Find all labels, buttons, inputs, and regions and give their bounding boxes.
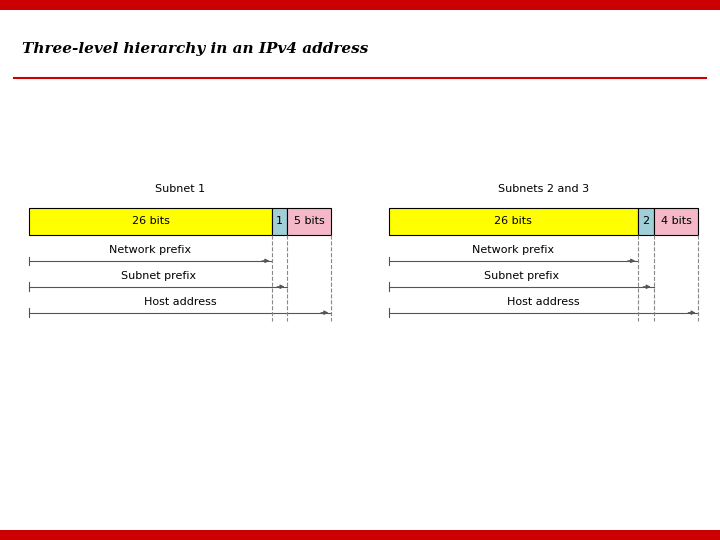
Bar (272, 208, 287, 235)
Text: 5 bits: 5 bits (294, 217, 325, 226)
Text: Network prefix: Network prefix (472, 245, 554, 255)
Text: Network prefix: Network prefix (109, 245, 192, 255)
Text: Subnets 2 and 3: Subnets 2 and 3 (498, 184, 589, 194)
Text: Three-level hierarchy in an IPv4 address: Three-level hierarchy in an IPv4 address (22, 42, 368, 56)
Text: Host address: Host address (144, 297, 216, 307)
Bar (389, 208, 638, 235)
Text: 4 bits: 4 bits (660, 217, 691, 226)
Text: Subnet prefix: Subnet prefix (120, 271, 196, 281)
Text: 2: 2 (642, 217, 649, 226)
Text: 26 bits: 26 bits (495, 217, 532, 226)
Bar (0, 0, 720, 10)
Bar (29, 208, 272, 235)
Text: Subnet 1: Subnet 1 (155, 184, 205, 194)
Text: 26 bits: 26 bits (132, 217, 169, 226)
Text: Subnet prefix: Subnet prefix (484, 271, 559, 281)
Bar (0, 530, 720, 540)
Text: 1: 1 (276, 217, 283, 226)
Bar (638, 208, 654, 235)
Bar (654, 208, 698, 235)
Bar (287, 208, 331, 235)
Text: Host address: Host address (508, 297, 580, 307)
